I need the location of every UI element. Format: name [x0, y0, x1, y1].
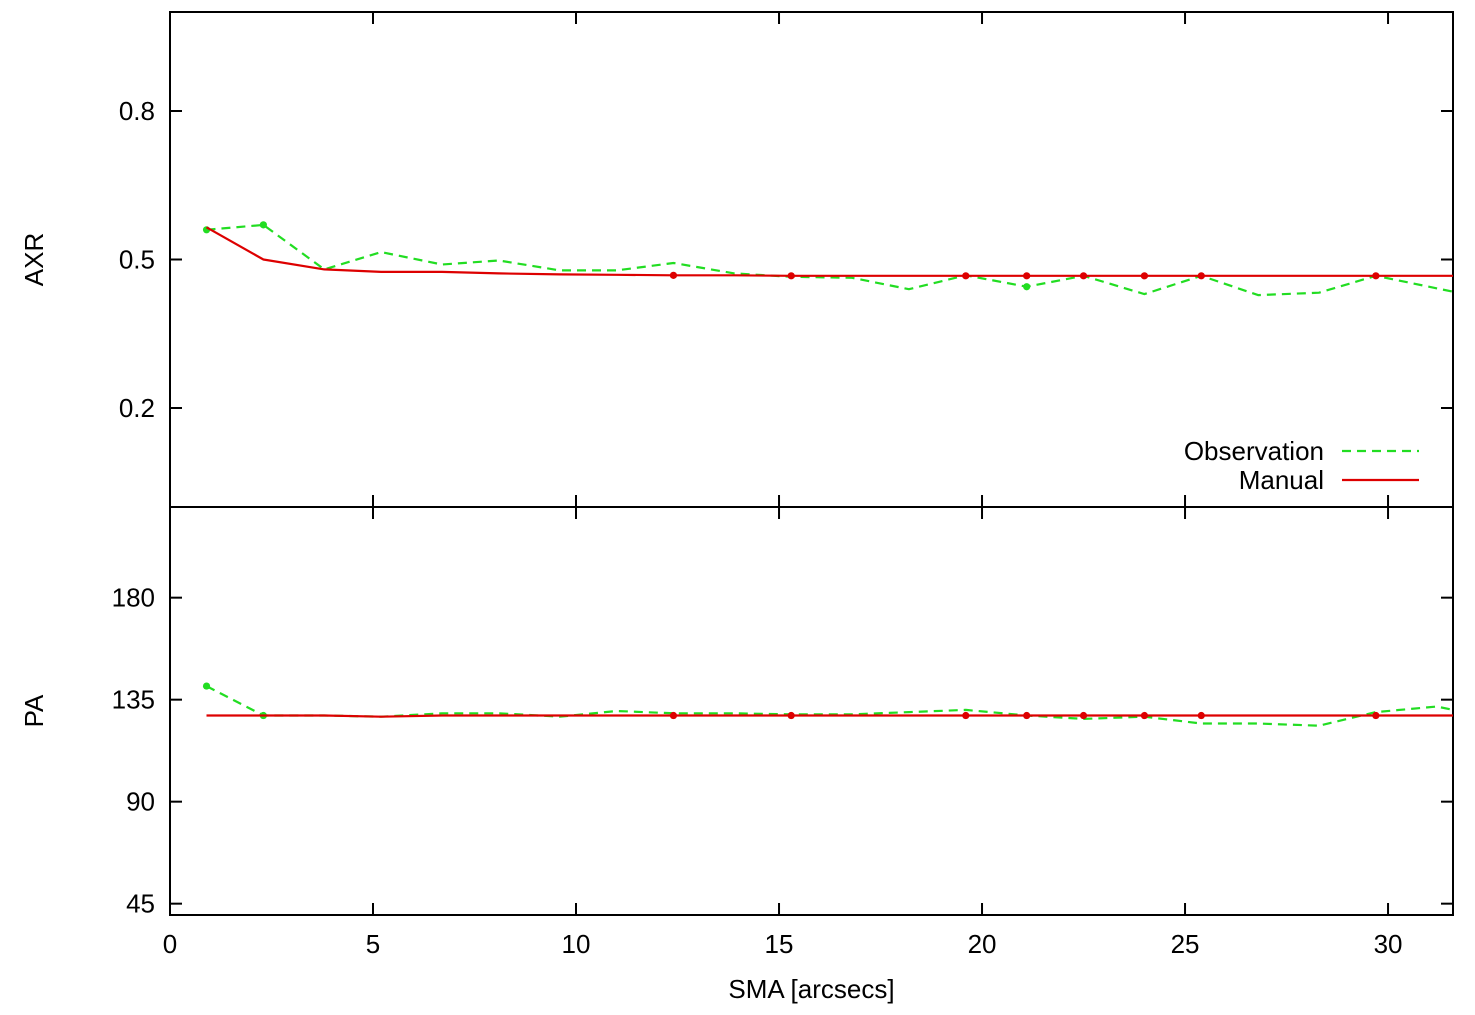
legend-label-manual: Manual: [1239, 465, 1324, 495]
axr-plot-frame: [169, 11, 1454, 508]
pa-manual-point: [1140, 711, 1149, 720]
axr-y-tick-label: 0.2: [119, 393, 155, 423]
x-tick-label: 20: [968, 929, 997, 959]
pa-manual-point: [669, 711, 678, 720]
pa-manual-point: [1197, 711, 1205, 720]
pa-observation-line: [205, 685, 1453, 727]
pa-panel: 0 5 10 15 20 25 30 45 90 135 180 PA SMA [arcsecs]: [19, 506, 1454, 1004]
pa-manual-point: [1079, 711, 1088, 720]
axr-manual-point: [1079, 272, 1088, 280]
axr-observation-point: [259, 221, 267, 229]
pa-plot-frame: [169, 506, 1454, 916]
axr-manual-point: [1140, 272, 1149, 280]
axr-y-tick-label: 0.5: [119, 245, 155, 275]
axr-observation-line: [206, 223, 1453, 297]
legend-label-observation: Observation: [1184, 436, 1324, 466]
x-tick-label: 10: [562, 929, 591, 959]
x-tick-label: 0: [163, 929, 177, 959]
pa-manual-point: [787, 711, 795, 720]
pa-observation-point: [202, 682, 211, 690]
x-tick-label: 25: [1171, 929, 1200, 959]
axr-manual-point: [787, 272, 795, 280]
axr-manual-line: [205, 226, 1453, 277]
pa-y-tick-label: 90: [126, 787, 155, 817]
pa-manual-point: [962, 711, 970, 720]
axr-manual-point: [669, 271, 678, 279]
pa-series-group: [202, 682, 1453, 727]
pa-y-tick-label: 45: [126, 889, 155, 919]
pa-y-tick-label: 135: [112, 685, 155, 715]
axr-manual-point: [1372, 272, 1380, 280]
axr-y-axis-label: AXR: [19, 233, 49, 286]
pa-manual-point: [1372, 711, 1380, 720]
pa-y-axis-label: PA: [19, 694, 49, 727]
pa-y-tick-label: 180: [112, 583, 155, 613]
pa-manual-line: [206, 714, 1453, 718]
axr-series-group: [202, 221, 1453, 297]
x-axis-label: SMA [arcsecs]: [728, 974, 894, 1004]
axr-manual-point: [1023, 272, 1031, 280]
axr-observation-point: [1023, 283, 1031, 291]
x-tick-label: 15: [765, 929, 794, 959]
axr-manual-point: [962, 272, 970, 280]
axr-y-tick-label: 0.8: [119, 96, 155, 126]
x-tick-label: 30: [1374, 929, 1403, 959]
pa-manual-point: [1023, 711, 1031, 720]
x-tick-label: 5: [366, 929, 380, 959]
axr-manual-point: [1197, 272, 1205, 280]
